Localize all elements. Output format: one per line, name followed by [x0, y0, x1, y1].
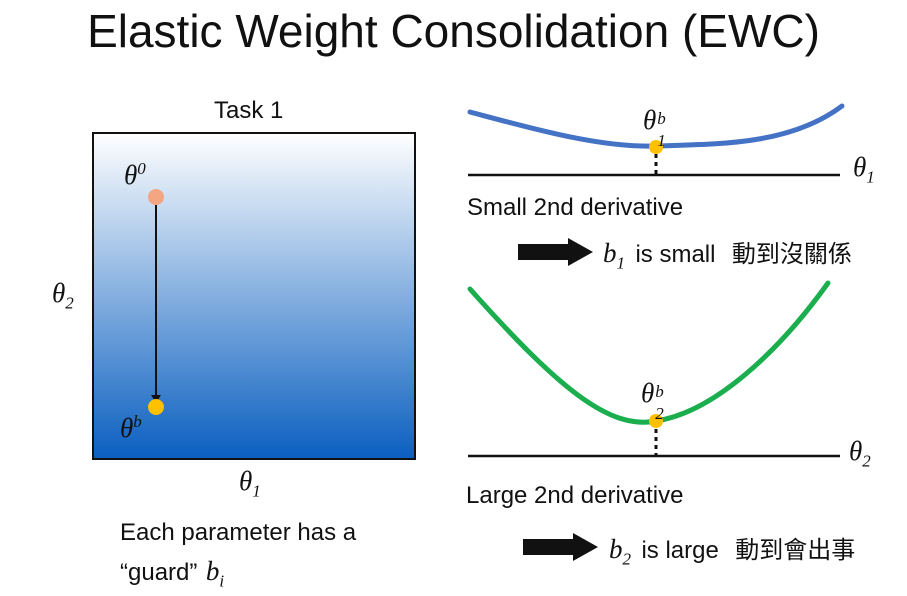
thetab-point — [148, 399, 164, 415]
theta2b-point — [649, 414, 663, 428]
top-curve-label: Small 2nd derivative — [467, 194, 684, 221]
theta0-point — [148, 189, 164, 205]
task-label: Task 1 — [214, 97, 284, 124]
task1-error-surface — [92, 132, 416, 460]
theta0-label: θ0 — [124, 159, 146, 190]
bottom-axis-label: θ2 — [849, 436, 871, 471]
thetab-label: θb — [120, 412, 142, 443]
y-axis-label: θ2 — [52, 278, 74, 313]
slide-title: Elastic Weight Consolidation (EWC) — [87, 5, 820, 57]
bottom-curve-label: Large 2nd derivative — [466, 482, 684, 509]
caption-line1: Each parameter has a — [120, 519, 357, 546]
bottom-arrow-icon — [523, 533, 598, 561]
top-arrow-icon — [518, 238, 593, 266]
caption-line2: “guard” bi — [120, 556, 225, 591]
top-conclusion: b1 is small 動到沒關係 — [603, 238, 852, 273]
bottom-conclusion: b2 is large 動到會出事 — [609, 534, 856, 569]
top-axis-label: θ1 — [853, 152, 875, 187]
theta1b-point — [649, 140, 663, 154]
x-axis-label: θ1 — [239, 466, 261, 501]
